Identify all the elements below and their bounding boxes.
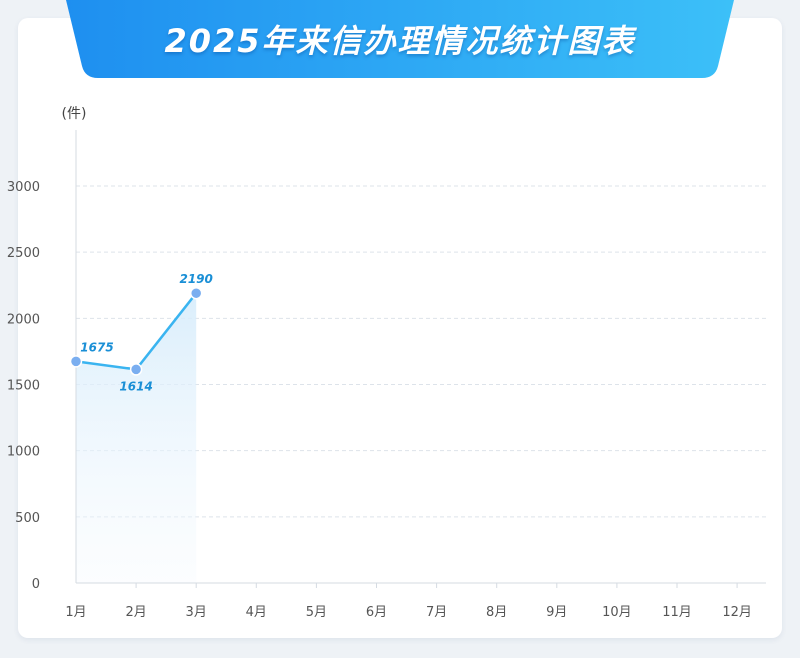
banner-shape bbox=[66, 0, 734, 78]
y-axis-unit: (件) bbox=[62, 106, 87, 122]
chart-title: 2025年来信办理情况统计图表 bbox=[164, 22, 636, 60]
data-label: 2190 bbox=[179, 272, 212, 286]
data-point bbox=[129, 363, 143, 376]
x-tick-label: 5月 bbox=[306, 605, 327, 620]
x-tick-label: 3月 bbox=[186, 605, 207, 620]
y-tick-label: 0 bbox=[32, 577, 40, 592]
x-tick-label: 12月 bbox=[722, 605, 752, 620]
x-tick-label: 4月 bbox=[246, 605, 267, 620]
x-tick-label: 8月 bbox=[486, 605, 507, 620]
x-tick-label: 1月 bbox=[65, 605, 86, 620]
data-point bbox=[189, 286, 203, 300]
y-tick-label: 2000 bbox=[7, 312, 40, 327]
data-point bbox=[69, 355, 83, 368]
data-label: 1614 bbox=[119, 379, 152, 393]
y-tick-label: 1500 bbox=[7, 379, 40, 394]
series-area bbox=[76, 293, 197, 583]
x-tick-label: 6月 bbox=[366, 605, 387, 620]
x-tick-label: 7月 bbox=[426, 605, 447, 620]
title-banner: 2025年来信办理情况统计图表 bbox=[66, 0, 734, 78]
x-tick-label: 11月 bbox=[662, 605, 692, 620]
x-tick-label: 9月 bbox=[546, 605, 567, 620]
y-tick-label: 1000 bbox=[7, 445, 40, 460]
y-tick-label: 3000 bbox=[7, 180, 40, 195]
x-tick-label: 10月 bbox=[602, 605, 632, 620]
y-tick-label: 2500 bbox=[7, 246, 40, 261]
data-label: 1675 bbox=[80, 340, 113, 354]
x-tick-label: 2月 bbox=[125, 605, 146, 620]
y-tick-label: 500 bbox=[15, 511, 40, 526]
